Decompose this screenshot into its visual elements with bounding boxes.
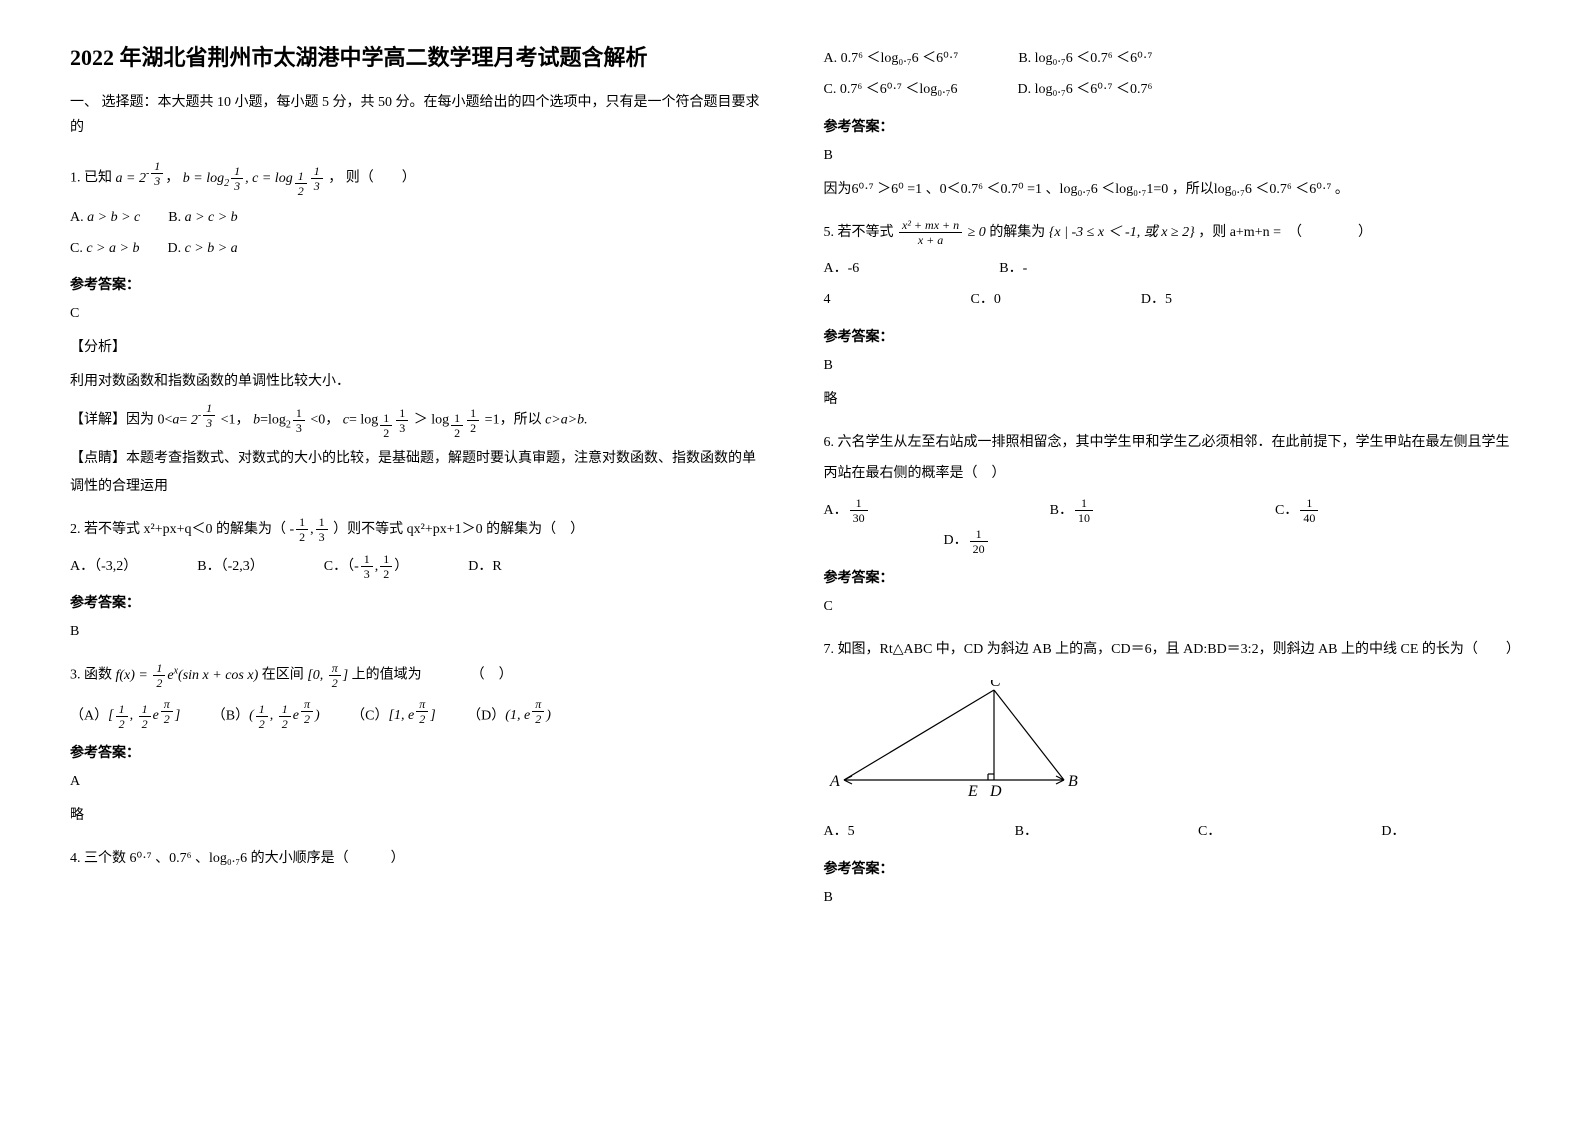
q1-optB: a > c > b [185, 210, 238, 225]
q3-stem-suffix: 上的值域为 （ ） [352, 668, 513, 683]
q4-optB: B. log₀.₇6 ＜0.7⁶ ＜6⁰·⁷ [1018, 44, 1152, 75]
column-right: A. 0.7⁶ ＜log₀.₇6 ＜6⁰·⁷ B. log₀.₇6 ＜0.7⁶ … [824, 40, 1518, 918]
q1-options: A. a > b > c B. a > c > b C. c > a > b D… [70, 203, 764, 265]
q1-d-math1: 2-13 [191, 413, 217, 428]
svg-text:E: E [967, 783, 978, 800]
q5-frac: x² + mx + nx + a [899, 219, 962, 246]
q5-optC: C．0 [971, 285, 1001, 316]
q1-d-mid: <1， [221, 413, 253, 428]
q1-math-b: b = log213, c = log1213 [183, 171, 325, 186]
q2-optB: B．（-2,3） [197, 552, 264, 583]
q4-explain: 因为6⁰·⁷ ＞6⁰ =1 、0＜0.7⁶ ＜0.7⁰ =1 、log₀.₇6 … [824, 176, 1518, 204]
q5-stem-mid: 的解集为 [989, 225, 1045, 240]
q4-optA: A. 0.7⁶ ＜log₀.₇6 ＜6⁰·⁷ [824, 44, 959, 75]
q3-note: 略 [70, 802, 764, 830]
q7-ans-letter: B [824, 884, 1518, 912]
q4-optD: D. log₀.₇6 ＜6⁰·⁷ ＜0.7⁶ [1018, 75, 1153, 106]
q1-analysis-text: 利用对数函数和指数函数的单调性比较大小． [70, 368, 764, 396]
q1-optD: c > b > a [185, 241, 238, 256]
q4-ans-label: 参考答案： [824, 116, 1518, 136]
svg-text:B: B [1068, 773, 1078, 790]
q2-optC-suf: ） [394, 559, 408, 574]
q5-optA: A．-6 [824, 254, 860, 285]
question-3: 3. 函数 f(x) = 12ex(sin x + cos x) 在区间 [0,… [70, 660, 764, 691]
q2-options: A．（-3,2） B．（-2,3） C．（-13,12） D．R [70, 552, 764, 583]
q5-optD: D．5 [1141, 285, 1172, 316]
q6-ans-letter: C [824, 593, 1518, 621]
q1-d-tail2: =1，所以 [485, 413, 545, 428]
question-1: 1. 已知 a = 2-13， b = log213, c = log1213 … [70, 160, 764, 196]
q2-optA: A．（-3,2） [70, 552, 137, 583]
q1-math-a: a = 2-13 [116, 171, 166, 186]
question-4-stem: 4. 三个数 6⁰·⁷ 、0.7⁶ 、log₀.₇6 的大小顺序是（ ） [70, 844, 764, 875]
q6-optA-den: 30 [850, 511, 868, 524]
q2-optD: D．R [468, 552, 501, 583]
q5-optB: B．- [999, 254, 1027, 285]
q1-d-tail1: <0， [310, 413, 342, 428]
svg-text:A: A [829, 773, 840, 790]
svg-text:C: C [990, 680, 1001, 690]
section-intro: 一、 选择题：本大题共 10 小题，每小题 5 分，共 50 分。在每小题给出的… [70, 90, 764, 140]
q7-ans-label: 参考答案： [824, 858, 1518, 878]
q1-optC: c > a > b [86, 241, 139, 256]
q6-ans-label: 参考答案： [824, 567, 1518, 587]
q1-analysis-label: 【分析】 [70, 334, 764, 362]
question-7: 7. 如图，Rt△ABC 中，CD 为斜边 AB 上的高，CD＝6，且 AD:B… [824, 635, 1518, 666]
q1-note: 【点睛】本题考查指数式、对数式的大小的比较，是基础题，解题时要认真审题，注意对数… [70, 445, 764, 501]
q7-options: A．5 B． C． D． [824, 817, 1518, 848]
exam-title: 2022 年湖北省荆州市太湖港中学高二数学理月考试题含解析 [70, 40, 764, 72]
q7-optD: D． [1381, 817, 1405, 848]
q2-ans-letter: B [70, 618, 764, 646]
q6-options: A．130 B．110 C．140 D．120 [824, 496, 1518, 558]
q6-optC-den: 40 [1300, 511, 1318, 524]
q5-stem-suffix: ，则 a+m+n = （ ） [1198, 225, 1372, 240]
q2-optC: C．（-13,12） [324, 552, 409, 583]
q6-optD-den: 20 [970, 542, 988, 555]
question-6: 6. 六名学生从左至右站成一排照相留念，其中学生甲和学生乙必须相邻．在此前提下，… [824, 428, 1518, 490]
q1-optA: a > b > c [87, 210, 140, 225]
q7-optA: A．5 [824, 817, 855, 848]
q2-ans-label: 参考答案： [70, 592, 764, 612]
q3-ans-letter: A [70, 768, 764, 796]
q1-stem-suffix: ， 则（ ） [328, 171, 416, 186]
q4-options: A. 0.7⁶ ＜log₀.₇6 ＜6⁰·⁷ B. log₀.₇6 ＜0.7⁶ … [824, 44, 1518, 106]
triangle-figure: A B C DE [824, 680, 1104, 800]
q1-detail: 【详解】因为 0<a= 2-13 <1， b=log213 <0， c= log… [70, 402, 764, 438]
q6-optD: D．120 [944, 533, 990, 548]
q6-optB-den: 10 [1075, 511, 1093, 524]
question-5: 5. 若不等式 x² + mx + nx + a ≥ 0 的解集为 {x | -… [824, 218, 1518, 249]
q6-optC: C．140 [1275, 496, 1320, 527]
q5-ans-letter: B [824, 352, 1518, 380]
q5-opt4: 4 [824, 285, 831, 316]
q7-optB: B． [1015, 817, 1038, 848]
q5-ans-label: 参考答案： [824, 326, 1518, 346]
q6-optA: A．130 [824, 496, 870, 527]
q1-detail-label: 【详解】因为 0< [70, 413, 172, 428]
q3-stem-mid: 在区间 [262, 668, 308, 683]
q5-stem-prefix: 5. 若不等式 [824, 225, 898, 240]
q2-stem-prefix: 2. 若不等式 x²+px+q＜0 的解集为（ [70, 522, 286, 537]
q3-stem-prefix: 3. 函数 [70, 668, 116, 683]
q6-optB: B．110 [1050, 496, 1095, 527]
q3-ans-label: 参考答案： [70, 742, 764, 762]
q4-optC: C. 0.7⁶ ＜6⁰·⁷ ＜log₀.₇6 [824, 75, 958, 106]
q5-note: 略 [824, 386, 1518, 414]
q1-d-end: c>a>b. [545, 413, 588, 428]
q3-interval: [0, π2] [307, 668, 348, 683]
question-2: 2. 若不等式 x²+px+q＜0 的解集为（ -12,13 ）则不等式 qx²… [70, 515, 764, 546]
q3-options: （A）[12, 12eπ2] （B）(12, 12eπ2) （C）[1, eπ2… [70, 698, 764, 732]
svg-text:D: D [989, 783, 1002, 800]
q1-ans-label: 参考答案： [70, 274, 764, 294]
q7-optC: C． [1198, 817, 1221, 848]
q2-stem-suffix: ）则不等式 qx²+px+1＞0 的解集为（ ） [333, 522, 584, 537]
q5-set: {x | -3 ≤ x ＜ -1, 或 x ≥ 2} [1049, 225, 1195, 240]
q1-stem-prefix: 1. 已知 [70, 171, 112, 186]
column-left: 2022 年湖北省荆州市太湖港中学高二数学理月考试题含解析 一、 选择题：本大题… [70, 40, 764, 918]
q3-func: f(x) = 12ex(sin x + cos x) [116, 668, 259, 683]
q1-ans-letter: C [70, 300, 764, 328]
q5-options: A．-6 B．- 4 C．0 D．5 [824, 254, 1518, 316]
exam-page: 2022 年湖北省荆州市太湖港中学高二数学理月考试题含解析 一、 选择题：本大题… [70, 40, 1517, 918]
q4-ans-letter: B [824, 142, 1518, 170]
q2-optC-pre: C．（ [324, 559, 354, 574]
